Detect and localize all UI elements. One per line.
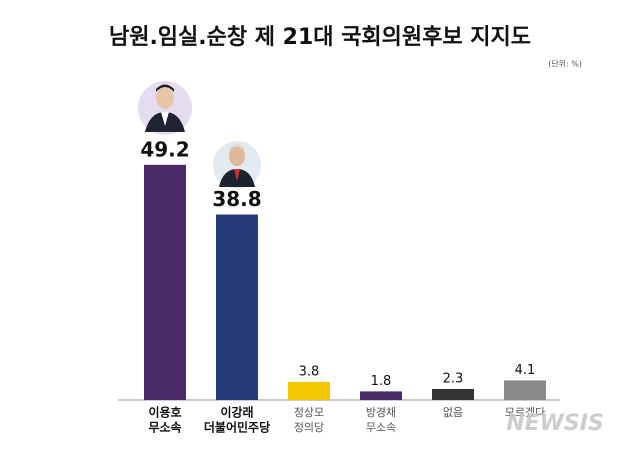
bar <box>504 380 546 400</box>
x-tick-label: 이강래 <box>220 405 253 420</box>
value-label: 1.8 <box>371 374 392 389</box>
portrait <box>138 81 192 135</box>
x-tick-label: 방경채 <box>366 406 396 419</box>
x-tick-label: 이용호 <box>148 405 181 420</box>
x-tick-label: 모르겠다 <box>505 406 545 419</box>
x-tick-label: 정의당 <box>294 421 324 434</box>
bar <box>432 389 474 400</box>
bar <box>360 391 402 400</box>
x-tick-label: 정상모 <box>294 406 324 419</box>
value-label: 38.8 <box>212 187 261 211</box>
x-tick-label: 없음 <box>443 406 463 419</box>
value-label: 4.1 <box>515 363 536 378</box>
value-label: 49.2 <box>140 137 189 161</box>
bar <box>288 381 330 400</box>
x-tick-label: 무소속 <box>366 421 396 434</box>
bar <box>144 164 186 400</box>
unit-note: (단위: %) <box>548 59 582 69</box>
value-label: 3.8 <box>299 364 320 379</box>
chart-title: 남원.임실.순창 제 21대 국회의원후보 지지도 <box>109 25 531 50</box>
portrait <box>213 141 261 189</box>
x-tick-label: 무소속 <box>148 421 181 435</box>
value-label: 2.3 <box>443 372 464 387</box>
bar <box>216 214 258 400</box>
watermark: NEWSIS <box>506 411 604 436</box>
x-tick-label: 더불어민주당 <box>204 420 270 435</box>
